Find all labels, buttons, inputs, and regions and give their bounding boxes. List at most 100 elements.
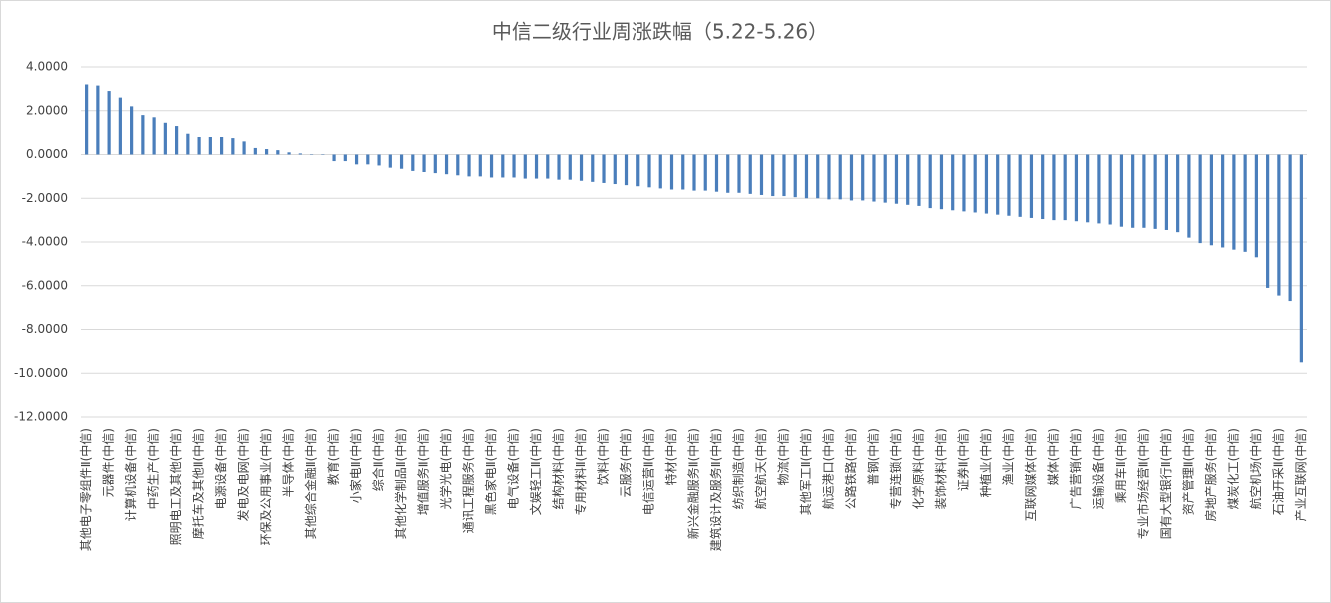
bar bbox=[1243, 154, 1247, 252]
x-tick-label: 综合Ⅱ(中信) bbox=[371, 428, 386, 491]
x-tick-label: 增值服务Ⅱ(中信) bbox=[416, 428, 431, 515]
bar bbox=[838, 154, 842, 200]
bar bbox=[332, 154, 336, 162]
x-tick-label: 环保及公用事业(中信) bbox=[258, 428, 273, 545]
bar bbox=[1097, 154, 1101, 224]
y-tick-label: 0.0000 bbox=[26, 147, 68, 161]
x-tick-label: 运输设备(中信) bbox=[1090, 428, 1105, 509]
x-tick-label: 公路铁路(中信) bbox=[843, 428, 858, 509]
bar bbox=[456, 154, 460, 176]
x-tick-label: 教育(中信) bbox=[326, 428, 341, 485]
x-tick-label: 纺织制造(中信) bbox=[730, 428, 745, 509]
bar bbox=[107, 91, 111, 155]
bar bbox=[1209, 154, 1213, 246]
bar bbox=[591, 154, 595, 182]
bar bbox=[692, 154, 696, 191]
bar bbox=[1198, 154, 1202, 244]
bar bbox=[579, 154, 584, 181]
x-tick-label: 专业市场经营Ⅱ(中信) bbox=[1135, 428, 1150, 539]
bar bbox=[951, 154, 955, 211]
bar bbox=[962, 154, 966, 212]
bar bbox=[703, 154, 707, 191]
x-tick-label: 电信运营Ⅱ(中信) bbox=[641, 428, 656, 515]
bar bbox=[793, 154, 797, 198]
chart-title: 中信二级行业周涨跌幅（5.22-5.26） bbox=[492, 20, 828, 44]
bar bbox=[849, 154, 854, 201]
x-tick-label: 化学原料(中信) bbox=[910, 428, 925, 509]
bar bbox=[298, 153, 302, 155]
x-tick-label: 计算机设备(中信) bbox=[123, 428, 138, 521]
y-tick-label: 2.0000 bbox=[26, 103, 68, 117]
bar bbox=[726, 154, 730, 193]
bar bbox=[613, 154, 617, 185]
bar bbox=[354, 154, 359, 165]
x-tick-label: 其他军工Ⅱ(中信) bbox=[798, 428, 813, 515]
x-tick-label: 专营连锁(中信) bbox=[888, 428, 903, 509]
x-tick-label: 专用材料Ⅱ(中信) bbox=[573, 428, 588, 515]
bar bbox=[782, 154, 786, 197]
x-tick-label: 中药生产(中信) bbox=[146, 428, 161, 509]
x-tick-label: 通讯工程服务(中信) bbox=[461, 428, 476, 533]
x-tick-label: 房地产服务(中信) bbox=[1203, 428, 1218, 521]
y-tick-label: -12.0000 bbox=[14, 410, 68, 424]
y-tick-label: -8.0000 bbox=[22, 322, 68, 336]
x-tick-label: 发电及电网(中信) bbox=[236, 428, 251, 521]
x-tick-label: 证券Ⅱ(中信) bbox=[955, 428, 970, 491]
bar bbox=[636, 154, 640, 187]
bar bbox=[253, 147, 257, 155]
bar bbox=[996, 154, 1000, 215]
bar bbox=[894, 154, 899, 204]
bar bbox=[1153, 154, 1157, 229]
x-tick-label: 煤炭化工(中信) bbox=[1225, 428, 1240, 509]
y-tick-label: -4.0000 bbox=[22, 235, 68, 249]
x-tick-label: 装饰材料(中信) bbox=[933, 428, 948, 509]
x-tick-label: 其他电子零组件Ⅱ(中信) bbox=[78, 428, 93, 551]
x-tick-label: 石油开采Ⅱ(中信) bbox=[1270, 428, 1285, 515]
x-tick-label: 小家电Ⅱ(中信) bbox=[348, 428, 363, 503]
bar bbox=[816, 154, 820, 199]
x-tick-label: 乘用车Ⅱ(中信) bbox=[1113, 428, 1128, 503]
bar bbox=[130, 106, 134, 155]
x-tick-label: 航空航天(中信) bbox=[753, 428, 768, 509]
bar bbox=[523, 154, 527, 179]
x-tick-label: 摩托车及其他Ⅱ(中信) bbox=[191, 428, 206, 539]
x-tick-label: 元器件(中信) bbox=[101, 428, 116, 497]
bar bbox=[197, 137, 201, 155]
x-tick-label: 黑色家电Ⅱ(中信) bbox=[483, 428, 498, 515]
x-tick-label: 航运港口(中信) bbox=[820, 428, 835, 509]
bar bbox=[861, 154, 865, 201]
x-tick-label: 广告营销(中信) bbox=[1068, 428, 1083, 509]
y-tick-label: -6.0000 bbox=[22, 278, 68, 292]
bar bbox=[557, 154, 561, 180]
bar bbox=[1232, 154, 1236, 250]
x-tick-label: 新兴金融服务Ⅱ(中信) bbox=[686, 428, 701, 539]
x-tick-label: 资产管理Ⅱ(中信) bbox=[1180, 428, 1195, 515]
x-tick-label: 文娱轻工Ⅱ(中信) bbox=[528, 428, 543, 515]
bar bbox=[827, 154, 831, 200]
x-tick-label: 半导体(中信) bbox=[281, 428, 296, 497]
x-tick-label: 光学光电(中信) bbox=[438, 428, 453, 509]
bar bbox=[737, 154, 741, 193]
bar bbox=[669, 154, 674, 190]
bar bbox=[1052, 154, 1056, 221]
bar bbox=[388, 154, 392, 168]
bar bbox=[287, 152, 291, 155]
bar bbox=[1074, 154, 1079, 222]
bar bbox=[681, 154, 685, 190]
bar bbox=[489, 154, 494, 178]
bar bbox=[973, 154, 977, 213]
bar bbox=[141, 115, 145, 155]
bar bbox=[1187, 154, 1191, 238]
bar bbox=[411, 154, 415, 171]
bar bbox=[1119, 154, 1124, 227]
bar bbox=[186, 133, 190, 155]
bar bbox=[1164, 154, 1169, 230]
bar bbox=[1277, 154, 1281, 296]
bar bbox=[1176, 154, 1180, 233]
x-tick-label: 结构材料(中信) bbox=[551, 428, 566, 509]
bar bbox=[624, 154, 629, 186]
bar bbox=[512, 154, 516, 178]
bar bbox=[343, 154, 347, 162]
